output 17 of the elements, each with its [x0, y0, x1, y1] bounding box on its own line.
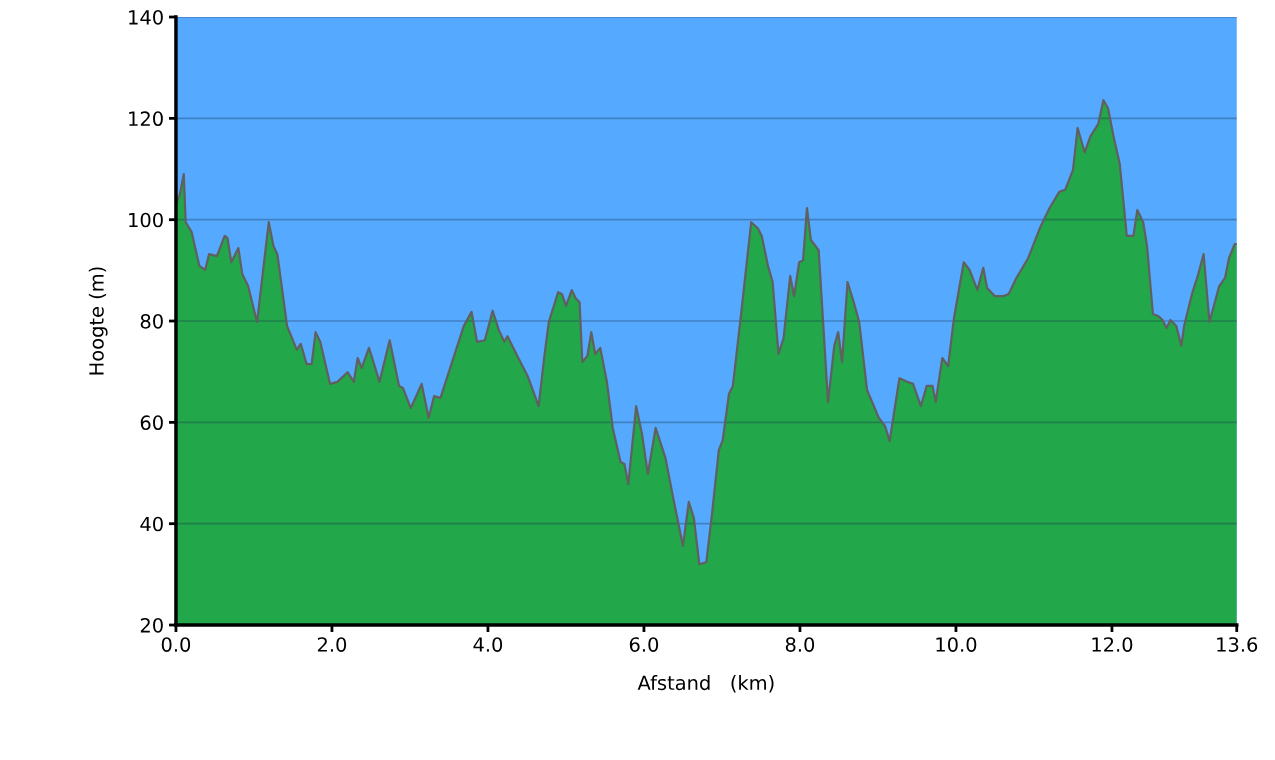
- y-tick-label: 20: [140, 617, 163, 633]
- x-tick-label: 13.6: [1217, 637, 1258, 652]
- y-tick-label: 80: [140, 313, 163, 329]
- x-tick-label: 12.0: [1092, 637, 1133, 652]
- y-tick-label: 40: [140, 516, 163, 532]
- y-tick-label: 140: [129, 9, 163, 25]
- y-tick-label: 120: [129, 111, 163, 127]
- x-tick-label: 6.0: [629, 637, 659, 652]
- y-tick-label: 60: [140, 415, 163, 431]
- x-tick-label: 2.0: [317, 637, 347, 652]
- y-axis-title: Hoogte (m): [88, 267, 108, 375]
- x-tick-label: 10.0: [936, 637, 977, 652]
- x-tick-label: 0.0: [161, 637, 191, 652]
- x-tick-label: 4.0: [473, 637, 503, 652]
- x-axis-title: Afstand (km): [637, 675, 774, 693]
- y-tick-label: 100: [129, 212, 163, 228]
- x-tick-label: 8.0: [785, 637, 815, 652]
